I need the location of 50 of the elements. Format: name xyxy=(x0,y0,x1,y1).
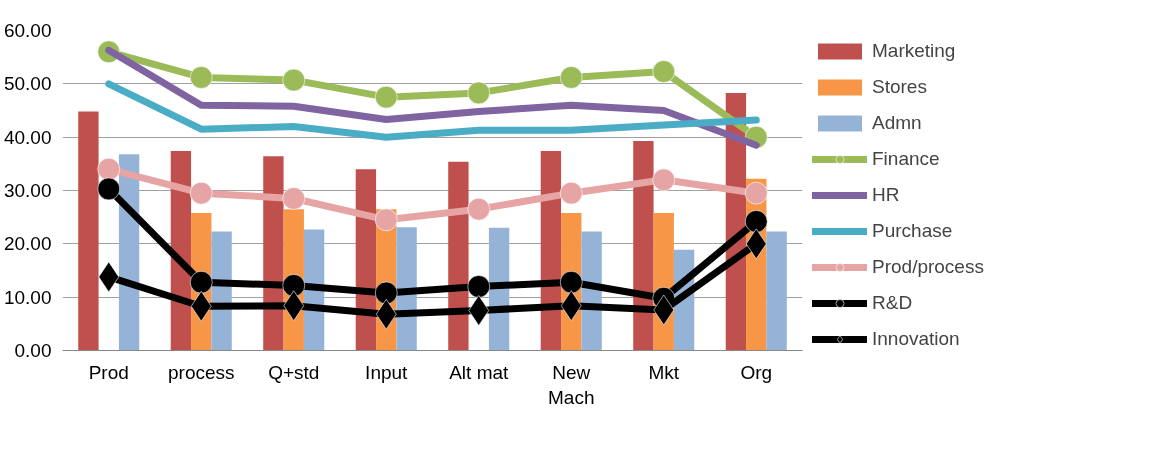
point xyxy=(559,270,583,294)
x-tick-label: New Mach xyxy=(548,361,595,408)
point xyxy=(374,281,398,305)
point xyxy=(189,270,213,294)
point xyxy=(467,197,491,221)
legend-label: Purchase xyxy=(872,220,953,242)
point xyxy=(744,209,768,233)
legend-label: Marketing xyxy=(872,40,956,62)
point xyxy=(374,208,398,232)
legend-label: Innovation xyxy=(872,328,960,350)
point xyxy=(97,177,121,201)
point xyxy=(467,81,491,105)
y-tick-label: 10.00 xyxy=(3,286,52,308)
point xyxy=(744,181,768,205)
legend-label: HR xyxy=(872,184,900,206)
y-tick-label: 30.00 xyxy=(3,180,52,201)
point xyxy=(282,68,306,92)
x-tick-label: Q+std xyxy=(268,361,320,383)
legend-label: Stores xyxy=(872,76,927,98)
x-tick-label: process xyxy=(167,361,235,383)
x-tick-label: Mkt xyxy=(648,361,680,383)
point xyxy=(559,181,583,205)
point xyxy=(652,60,676,84)
y-tick-label: 20.00 xyxy=(3,233,52,255)
legend-label: Prod/process xyxy=(872,256,984,278)
y-tick-label: 60.00 xyxy=(3,20,52,41)
legend-label: Admn xyxy=(872,112,922,134)
x-tick-label: Alt mat xyxy=(449,361,510,383)
point xyxy=(189,65,213,89)
y-tick-label: 50.00 xyxy=(3,73,52,95)
x-tick-label: Org xyxy=(740,361,773,383)
legend-label: R&D xyxy=(872,292,913,314)
bar xyxy=(766,231,787,351)
x-tick-label: Prod xyxy=(88,361,129,383)
point xyxy=(97,157,121,181)
y-tick-label: 40.00 xyxy=(3,126,52,148)
point xyxy=(282,187,306,210)
legend-label: Finance xyxy=(872,148,940,170)
point xyxy=(282,273,306,297)
bar xyxy=(448,161,469,351)
point xyxy=(467,275,491,298)
point xyxy=(652,168,676,192)
point xyxy=(374,85,398,109)
point xyxy=(468,295,490,326)
y-tick-label: 0.00 xyxy=(14,340,52,361)
bar xyxy=(78,111,99,351)
bar xyxy=(263,156,284,351)
point xyxy=(559,65,583,89)
point xyxy=(189,181,213,205)
x-tick-label: Input xyxy=(365,361,409,383)
